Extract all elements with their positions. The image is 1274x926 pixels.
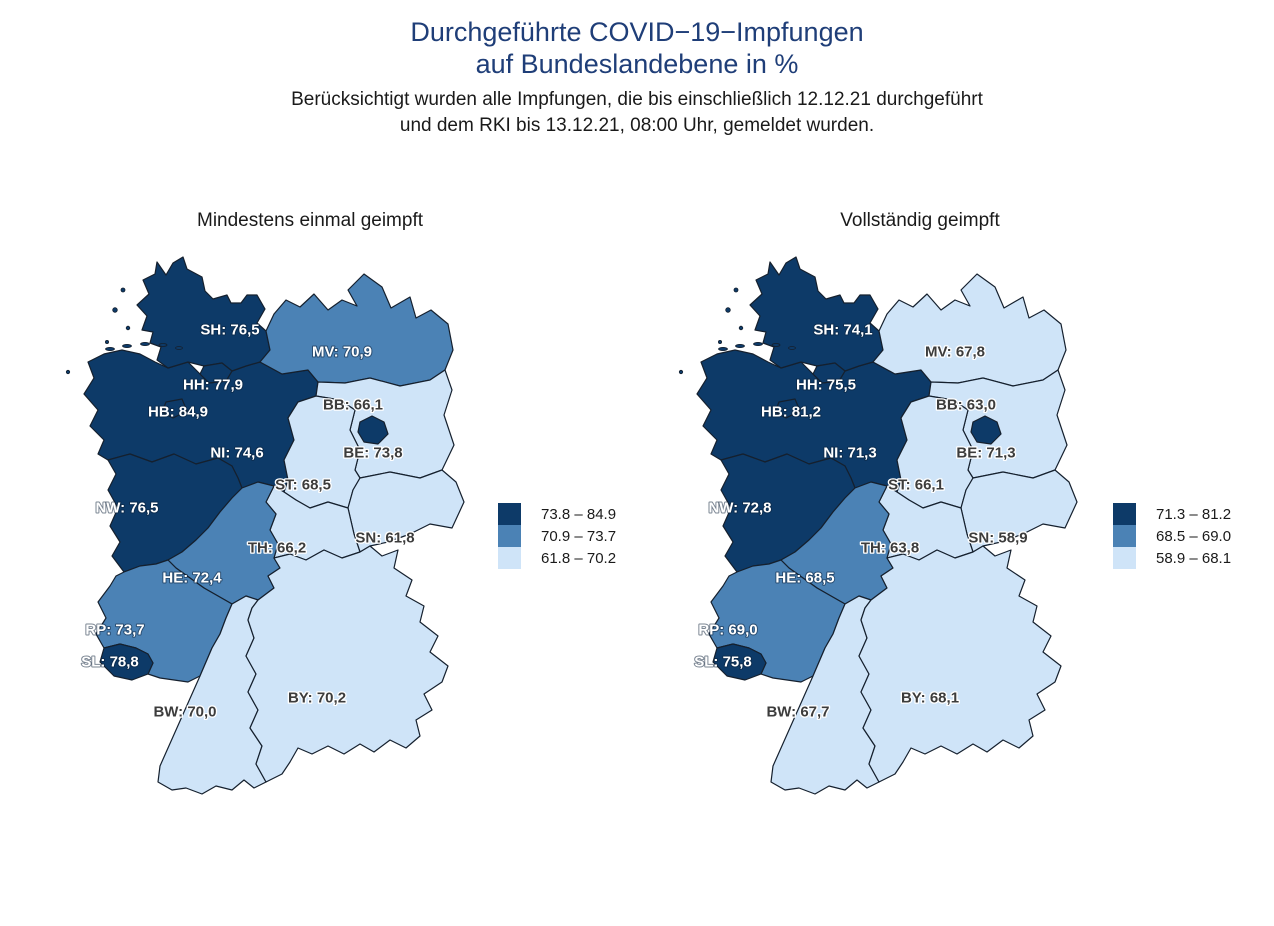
legend-label: 58.9 – 68.1 bbox=[1156, 549, 1232, 567]
legend-fully-vaccinated: 71.3 – 81.2 68.5 – 69.0 58.9 – 68.1 bbox=[1113, 503, 1231, 569]
legend-row: 61.8 – 70.2 bbox=[498, 547, 616, 569]
island-NI bbox=[753, 342, 763, 347]
state-label-SL: SL: 78,8 bbox=[81, 654, 139, 671]
state-label-NW: NW: 72,8 bbox=[708, 500, 771, 517]
state-HH bbox=[812, 362, 846, 384]
choropleth-map-first-dose: SH: 76,5 MV: 70,9 HH: 77,9 HB: 84,9 NI: 74,6… bbox=[65, 256, 465, 795]
state-label-TH: TH: 63,8 bbox=[861, 540, 919, 557]
state-HB bbox=[774, 398, 801, 419]
state-label-NI: NI: 71,3 bbox=[823, 445, 876, 462]
legend-row: 70.9 – 73.7 bbox=[498, 525, 616, 547]
state-label-SH: SH: 74,1 bbox=[813, 322, 872, 339]
state-label-TH: TH: 66,2 bbox=[248, 540, 306, 557]
state-label-BY: BY: 68,1 bbox=[901, 690, 959, 707]
state-SH bbox=[749, 256, 884, 372]
state-label-ST: ST: 68,5 bbox=[275, 477, 331, 494]
state-label-SL: SL: 75,8 bbox=[694, 654, 752, 671]
choropleth-map-fully-vaccinated: SH: 74,1 MV: 67,8 HH: 75,5 HB: 81,2 NI: 71,3… bbox=[678, 256, 1078, 795]
legend-swatch-medium bbox=[498, 525, 521, 547]
legend-row: 68.5 – 69.0 bbox=[1113, 525, 1231, 547]
state-label-HE: HE: 72,4 bbox=[162, 570, 222, 587]
state-label-SN: SN: 61,8 bbox=[355, 530, 414, 547]
state-label-NI: NI: 74,6 bbox=[210, 445, 263, 462]
island-SH bbox=[105, 340, 110, 345]
island-SH bbox=[733, 287, 739, 293]
island-SH bbox=[738, 325, 744, 331]
island-NI bbox=[718, 347, 728, 352]
page-subtitle: Berücksichtigt wurden alle Impfungen, di… bbox=[0, 87, 1274, 139]
state-MV bbox=[872, 273, 1067, 387]
page-subtitle-line1: Berücksichtigt wurden alle Impfungen, di… bbox=[291, 89, 983, 110]
island-NI bbox=[158, 343, 168, 347]
legend-row: 58.9 – 68.1 bbox=[1113, 547, 1231, 569]
state-label-BB: BB: 66,1 bbox=[323, 397, 383, 414]
island-NI bbox=[735, 344, 745, 349]
island-SH bbox=[725, 307, 731, 313]
island-NI bbox=[105, 347, 115, 352]
state-label-HH: HH: 77,9 bbox=[183, 377, 243, 394]
legend-row: 73.8 – 84.9 bbox=[498, 503, 616, 525]
state-label-MV: MV: 70,9 bbox=[312, 344, 372, 361]
state-label-MV: MV: 67,8 bbox=[925, 344, 985, 361]
legend-swatch-medium bbox=[1113, 525, 1136, 547]
state-label-HB: HB: 81,2 bbox=[761, 404, 821, 421]
island-NI bbox=[175, 346, 183, 350]
legend-label: 70.9 – 73.7 bbox=[541, 527, 617, 545]
state-label-NW: NW: 76,5 bbox=[95, 500, 158, 517]
island-SH bbox=[125, 325, 131, 331]
state-BE bbox=[357, 415, 389, 445]
state-label-BW: BW: 70,0 bbox=[153, 704, 216, 721]
page-title: Durchgeführte COVID−19−Impfungen auf Bun… bbox=[0, 16, 1274, 80]
island-NI bbox=[771, 343, 781, 347]
state-label-HE: HE: 68,5 bbox=[775, 570, 834, 587]
legend-swatch-light bbox=[1113, 547, 1136, 569]
state-label-RP: RP: 73,7 bbox=[85, 622, 144, 639]
page-title-line2: auf Bundeslandebene in % bbox=[475, 49, 799, 79]
state-BE bbox=[970, 415, 1002, 445]
state-HB bbox=[161, 398, 188, 419]
state-BY bbox=[245, 545, 449, 783]
island-NI bbox=[65, 369, 71, 375]
state-label-RP: RP: 69,0 bbox=[698, 622, 757, 639]
island-NI bbox=[140, 342, 150, 347]
state-label-BY: BY: 70,2 bbox=[288, 690, 346, 707]
legend-label: 61.8 – 70.2 bbox=[541, 549, 617, 567]
legend-label: 68.5 – 69.0 bbox=[1156, 527, 1232, 545]
legend-row: 71.3 – 81.2 bbox=[1113, 503, 1231, 525]
legend-label: 71.3 – 81.2 bbox=[1156, 505, 1232, 523]
island-SH bbox=[112, 307, 118, 313]
island-NI bbox=[122, 344, 132, 349]
page-title-line1: Durchgeführte COVID−19−Impfungen bbox=[410, 17, 864, 47]
state-MV bbox=[259, 273, 454, 387]
state-label-BE: BE: 73,8 bbox=[343, 445, 402, 462]
state-label-ST: ST: 66,1 bbox=[888, 477, 944, 494]
legend-first-dose: 73.8 – 84.9 70.9 – 73.7 61.8 – 70.2 bbox=[498, 503, 616, 569]
state-HH bbox=[199, 362, 233, 384]
legend-swatch-light bbox=[498, 547, 521, 569]
state-label-SH: SH: 76,5 bbox=[200, 322, 259, 339]
island-NI bbox=[788, 346, 796, 350]
state-label-BW: BW: 67,7 bbox=[766, 704, 829, 721]
state-SH bbox=[136, 256, 271, 372]
page-subtitle-line2: und dem RKI bis 13.12.21, 08:00 Uhr, gem… bbox=[399, 115, 875, 136]
island-NI bbox=[678, 369, 684, 375]
panel-title-first-dose: Mindestens einmal geimpft bbox=[197, 210, 423, 231]
state-BY bbox=[858, 545, 1062, 783]
legend-swatch-dark bbox=[1113, 503, 1136, 525]
state-label-HB: HB: 84,9 bbox=[148, 404, 208, 421]
legend-swatch-dark bbox=[498, 503, 521, 525]
state-label-BE: BE: 71,3 bbox=[956, 445, 1015, 462]
state-label-SN: SN: 58,9 bbox=[968, 530, 1027, 547]
panel-title-fully-vaccinated: Vollständig geimpft bbox=[840, 210, 1000, 231]
state-SL bbox=[712, 643, 767, 681]
island-SH bbox=[120, 287, 126, 293]
state-SL bbox=[99, 643, 154, 681]
state-label-HH: HH: 75,5 bbox=[796, 377, 856, 394]
island-SH bbox=[718, 340, 723, 345]
state-label-BB: BB: 63,0 bbox=[936, 397, 996, 414]
legend-label: 73.8 – 84.9 bbox=[541, 505, 617, 523]
